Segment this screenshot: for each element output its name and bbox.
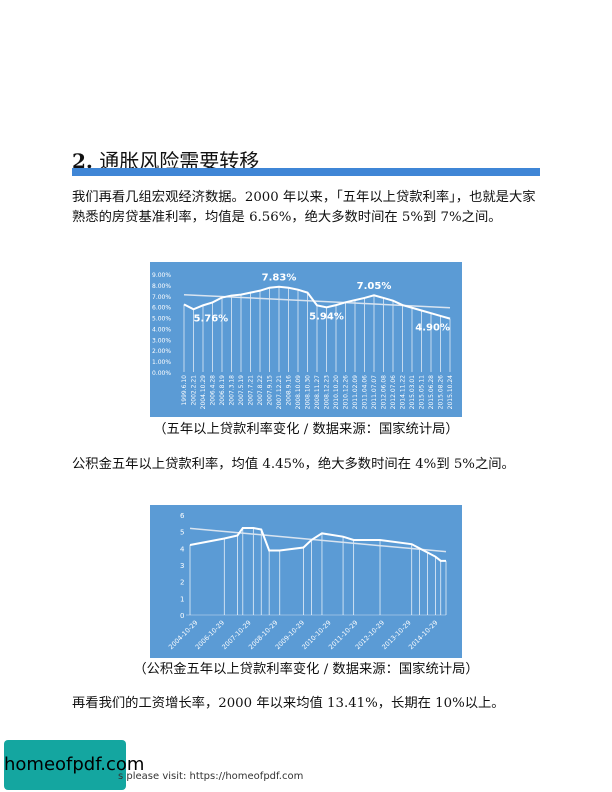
y-tick-label: 3.00% — [152, 337, 171, 344]
x-tick-label: 2011.04.06 — [362, 375, 369, 410]
y-tick-label: 3 — [180, 562, 184, 570]
y-tick-label: 6 — [180, 512, 185, 520]
x-tick-label: 2011.07.07 — [371, 375, 378, 410]
x-tick-label: 2007.8.22 — [257, 375, 264, 406]
caption-1: （五年以上贷款利率变化 / 数据来源：国家统计局） — [153, 422, 459, 437]
site-logo[interactable]: homeofpdf.com — [4, 740, 144, 790]
x-tick-label: 2012.06.08 — [381, 375, 388, 410]
x-tick-label: 2008.10.30 — [305, 375, 312, 410]
x-tick-label: 2015.10.24 — [447, 375, 454, 410]
x-tick-label: 2012.07.06 — [390, 375, 397, 410]
y-tick-label: 0 — [180, 612, 184, 620]
y-tick-label: 1 — [180, 595, 184, 603]
y-tick-label: 9.00% — [152, 272, 171, 279]
x-tick-label: 2010.12.26 — [343, 375, 350, 410]
trend-line — [189, 527, 447, 553]
y-tick-label: 4.00% — [152, 326, 171, 333]
data-label: 4.90% — [415, 323, 450, 334]
y-tick-label: 8.00% — [152, 283, 171, 290]
y-tick-label: 0.00% — [152, 370, 171, 377]
x-tick-label: 2008.11.27 — [314, 375, 321, 410]
chart-1-svg: 0.00% 1.00% 2.00% 3.00% 4.00% 5.00% 6.00% 7.00%… — [152, 272, 454, 410]
y-tick-label: 2 — [180, 579, 184, 587]
paragraph-2: 公积金五年以上贷款利率，均值 4.45%，绝大多数时间在 4%到 5%之间。 — [72, 457, 515, 472]
x-tick-label: 2014.11.22 — [400, 375, 407, 410]
heading-rule — [72, 168, 540, 176]
section-number: 2. — [72, 149, 93, 173]
x-tick-label: 2007.3.18 — [229, 375, 236, 406]
x-tick-label: 2006.8.19 — [219, 375, 226, 406]
x-tick-label: 1999.6.10 — [181, 375, 188, 406]
x-tick-label: 2007.12.21 — [276, 375, 283, 410]
chart-1: 0.00% 1.00% 2.00% 3.00% 4.00% 5.00% 6.00% 7.00%… — [150, 262, 462, 417]
x-tick-label: 2008.12.23 — [324, 375, 331, 410]
x-tick-label: 2008.9.16 — [286, 375, 293, 406]
x-tick-label: 2015.05.11 — [419, 375, 426, 410]
y-tick-label: 7.00% — [152, 294, 171, 301]
y-tick-label: 6.00% — [152, 305, 171, 312]
y-tick-label: 4 — [180, 545, 185, 553]
x-tick-label: 2006.4.28 — [210, 375, 217, 406]
y-tick-label: 5.00% — [152, 316, 171, 323]
paragraph-1: 我们再看几组宏观经济数据。2000 年以来，「五年以上贷款利率」，也就是大家熟悉… — [72, 190, 536, 225]
y-tick-label: 5 — [180, 529, 184, 537]
footer-text: s please visit: https://homeofpdf.com — [118, 771, 304, 782]
y-tick-label: 1.00% — [152, 359, 171, 366]
x-tick-label: 2007.5.19 — [238, 375, 245, 406]
x-tick-label: 2015.03.01 — [409, 375, 416, 410]
data-label: 5.94% — [309, 311, 344, 322]
caption-2: （公积金五年以上贷款利率变化 / 数据来源：国家统计局） — [133, 662, 479, 677]
x-tick-label: 2011.02.09 — [352, 375, 359, 410]
x-tick-label: 2004.10.29 — [200, 375, 207, 410]
series-line — [189, 527, 446, 562]
x-tick-label: 2008.10.09 — [295, 375, 302, 410]
series-line — [183, 285, 451, 320]
y-tick-label: 2.00% — [152, 348, 171, 355]
data-label: 7.05% — [357, 281, 392, 292]
chart-2-svg: 01234562004-10-292006-10-292007-10-29200… — [167, 512, 447, 651]
x-tick-label: 2015.06.28 — [428, 375, 435, 410]
x-tick-label: 2007.7.21 — [248, 375, 255, 406]
chart-2: 0 1 2 3 4 5 6 2004-10-29 2006-10-29 2007-10-29 200… — [150, 505, 462, 658]
x-tick-label: 2010.10.20 — [333, 375, 340, 410]
x-tick-label: 2007.9.15 — [267, 375, 274, 406]
data-label: 7.83% — [262, 273, 297, 284]
x-tick-label: 2015.08.26 — [438, 375, 445, 410]
data-label: 5.76% — [194, 313, 229, 324]
paragraph-3: 再看我们的工资增长率，2000 年以来均值 13.41%，长期在 10%以上。 — [72, 696, 505, 711]
x-tick-label: 2002.2.21 — [191, 375, 198, 406]
